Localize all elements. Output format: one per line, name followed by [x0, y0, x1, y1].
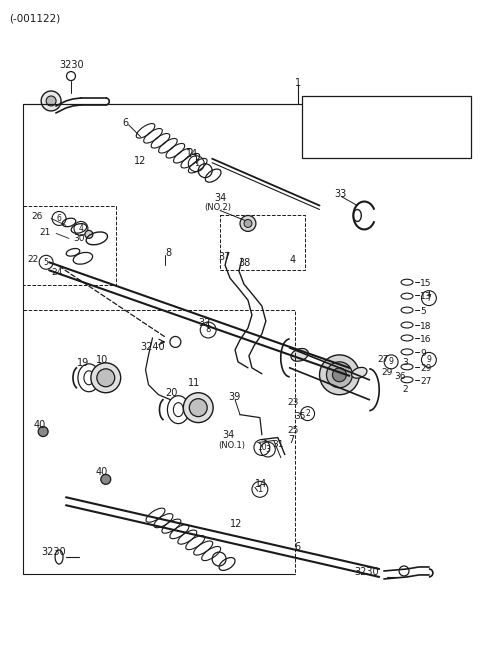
Circle shape — [101, 474, 111, 484]
Text: 10: 10 — [257, 443, 267, 452]
Text: 5: 5 — [44, 258, 48, 267]
Text: THE NO. 28 : ③~⑩: THE NO. 28 : ③~⑩ — [308, 134, 398, 144]
Text: 3: 3 — [402, 358, 408, 367]
Text: 22: 22 — [27, 255, 38, 265]
Circle shape — [320, 355, 360, 395]
Text: 6: 6 — [123, 118, 129, 128]
Text: 20: 20 — [166, 388, 178, 398]
Text: (NO.1): (NO.1) — [218, 441, 245, 449]
Text: 3230: 3230 — [41, 547, 66, 557]
Text: 14: 14 — [186, 149, 199, 159]
Text: 19: 19 — [77, 358, 89, 368]
Text: 40: 40 — [96, 468, 108, 477]
Text: 2: 2 — [305, 409, 310, 418]
Text: 35: 35 — [295, 411, 306, 421]
Text: 37: 37 — [218, 252, 230, 262]
Text: 9: 9 — [426, 356, 432, 364]
Text: 3: 3 — [265, 445, 270, 454]
Circle shape — [189, 399, 207, 417]
Text: 15: 15 — [420, 279, 432, 288]
Bar — [301, 96, 471, 158]
Circle shape — [38, 426, 48, 436]
Circle shape — [244, 219, 252, 227]
Circle shape — [333, 368, 347, 382]
Circle shape — [91, 363, 120, 393]
Text: 3240: 3240 — [141, 342, 165, 352]
Text: 13: 13 — [420, 292, 432, 301]
Circle shape — [46, 96, 56, 106]
Text: 12: 12 — [230, 519, 242, 529]
Text: (-001122): (-001122) — [9, 13, 60, 24]
Text: 24: 24 — [51, 269, 62, 277]
Text: 3230: 3230 — [354, 567, 379, 577]
Text: 25: 25 — [288, 426, 299, 434]
Text: NOTE: NOTE — [310, 99, 335, 108]
Text: 30: 30 — [73, 234, 84, 244]
Text: 9: 9 — [389, 358, 394, 366]
Text: 7: 7 — [288, 434, 294, 445]
Text: (NO.2): (NO.2) — [204, 202, 232, 212]
Text: 33: 33 — [335, 189, 347, 198]
Circle shape — [41, 91, 61, 111]
Text: 38: 38 — [238, 258, 250, 269]
Text: THE NO. 17 : ①~②: THE NO. 17 : ①~② — [308, 115, 398, 125]
Text: 10: 10 — [96, 355, 108, 365]
Text: 34: 34 — [222, 430, 234, 440]
Text: 36: 36 — [394, 372, 406, 381]
Ellipse shape — [352, 367, 367, 378]
Text: 7: 7 — [426, 293, 432, 303]
Text: 26: 26 — [31, 212, 43, 221]
Text: 23: 23 — [288, 398, 299, 407]
Text: 32: 32 — [198, 318, 211, 328]
Text: 29: 29 — [420, 364, 432, 373]
Text: 6: 6 — [295, 542, 301, 552]
Text: 8: 8 — [205, 326, 211, 335]
Text: 12: 12 — [133, 156, 146, 166]
Text: 8: 8 — [165, 248, 171, 258]
Circle shape — [183, 393, 213, 422]
Text: 29: 29 — [381, 368, 393, 377]
Text: 11: 11 — [188, 378, 201, 388]
Text: 14: 14 — [255, 479, 267, 489]
Text: 9: 9 — [420, 349, 426, 358]
Text: 1: 1 — [193, 159, 199, 168]
Ellipse shape — [291, 348, 308, 362]
Text: 18: 18 — [420, 322, 432, 331]
Text: 2: 2 — [402, 384, 408, 394]
Circle shape — [326, 362, 352, 388]
Text: 16: 16 — [420, 335, 432, 344]
Text: 40: 40 — [33, 420, 46, 430]
Text: 5: 5 — [420, 307, 426, 316]
Text: 27: 27 — [420, 377, 432, 386]
Circle shape — [240, 215, 256, 231]
Text: 31: 31 — [272, 440, 283, 449]
Text: 34: 34 — [214, 193, 226, 202]
Text: 4: 4 — [290, 255, 296, 265]
Text: 6: 6 — [57, 214, 61, 223]
Text: 3230: 3230 — [59, 60, 84, 70]
Text: 27: 27 — [377, 355, 389, 364]
Text: 1: 1 — [257, 485, 263, 494]
Text: 39: 39 — [228, 392, 240, 402]
Text: 1: 1 — [295, 78, 301, 88]
Circle shape — [97, 369, 115, 386]
Text: 21: 21 — [39, 229, 50, 237]
Ellipse shape — [85, 231, 93, 238]
Text: 4: 4 — [79, 224, 84, 233]
